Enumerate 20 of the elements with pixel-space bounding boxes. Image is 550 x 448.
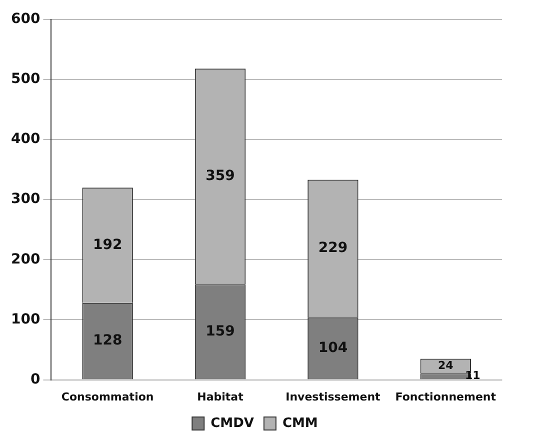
data-label: 128: [92, 332, 122, 349]
x-tick-label: Consommation: [61, 390, 154, 404]
x-tick-label: Investissement: [286, 390, 380, 404]
data-label: 24: [438, 358, 454, 372]
data-label: 359: [206, 168, 235, 184]
data-label: 159: [206, 323, 235, 340]
x-tick-label: Fonctionnement: [395, 390, 496, 404]
data-label: 104: [318, 340, 348, 356]
y-tick-label: 100: [10, 311, 40, 328]
x-tick-label: Habitat: [197, 390, 244, 404]
data-label: 192: [92, 236, 122, 253]
y-tick-label: 600: [10, 11, 40, 28]
y-tick-label: 300: [10, 191, 40, 208]
y-tick-label: 0: [30, 371, 40, 388]
y-tick-label: 500: [10, 71, 40, 88]
legend-label: CMM: [282, 416, 318, 431]
legend-label: CMDV: [210, 416, 254, 431]
y-tick-label: 400: [10, 131, 40, 148]
data-label: 229: [318, 240, 348, 256]
y-tick-label: 200: [10, 251, 40, 268]
